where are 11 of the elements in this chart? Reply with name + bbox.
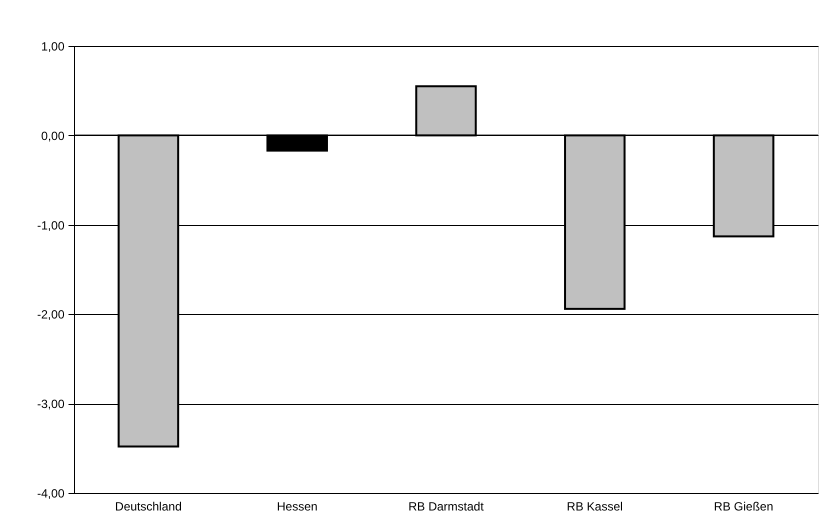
x-tick-label: RB Darmstadt: [408, 500, 484, 514]
y-tick-label: -3,00: [37, 397, 65, 412]
y-tick-label: -4,00: [37, 486, 65, 500]
y-tick-label: 0,00: [41, 128, 65, 143]
x-tick-label: RB Gießen: [714, 500, 774, 514]
y-tick-label: 1,00: [41, 40, 65, 54]
x-tick-label: Hessen: [276, 500, 318, 514]
y-tick-label: -1,00: [37, 218, 65, 232]
x-tick-label: Deutschland: [115, 500, 182, 514]
x-tick-label: RB Kassel: [566, 500, 623, 514]
y-tick-label: -2,00: [37, 308, 65, 322]
